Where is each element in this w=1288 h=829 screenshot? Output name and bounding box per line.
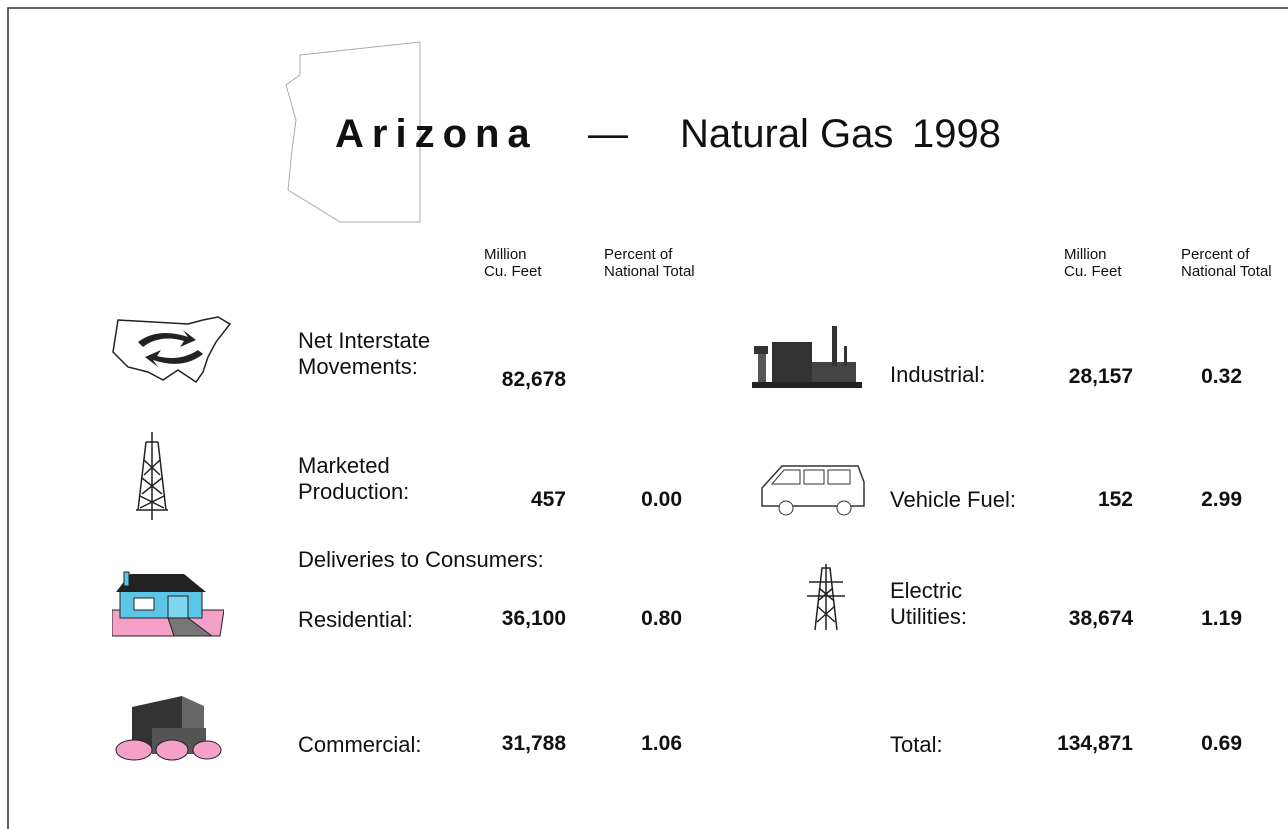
title-year: 1998 [912,112,1001,156]
label-line: Vehicle Fuel: [890,487,1016,512]
volume: 152 [1097,488,1133,511]
title-dash: — [588,112,628,156]
label-line: Electric [890,578,963,603]
label-line: Utilities: [890,604,968,629]
section-label: Deliveries to Consumers: [298,547,544,573]
row-label: Commercial: [298,732,421,758]
label-line: Marketed [298,453,390,478]
header-line: Cu. Feet [1064,263,1122,280]
header-line: National Total [604,263,695,280]
row-label: Electric Utilities: [890,578,967,630]
percent: 1.19 [1201,607,1242,630]
label-line: Deliveries to Consumers: [298,547,544,572]
header: Percent of National Total [604,246,695,280]
row-label: Net Interstate Movements: [298,328,430,380]
volume: 28,157 [1068,365,1133,388]
van-icon [761,465,865,516]
volume: 82,678 [501,368,566,391]
office-icon [115,696,222,761]
row-label: Total: [890,732,943,758]
state-name: Arizona [335,112,538,156]
label-line: Industrial: [890,362,986,387]
percent: 0.00 [641,488,682,511]
label-line: Movements: [298,354,418,379]
label-line: Total: [890,732,943,757]
volume: 38,674 [1068,607,1133,630]
volume: 134,871 [1057,732,1133,755]
header: Percent of National Total [1181,246,1272,280]
pylon-icon [807,564,845,631]
volume: 457 [530,488,566,511]
header-line: Million [1064,246,1107,263]
factory-icon [752,326,862,388]
percent: 0.32 [1201,365,1242,388]
volume: 31,788 [501,732,566,755]
header-line: Percent of [604,246,673,263]
header-line: Cu. Feet [484,263,542,280]
label-line: Production: [298,479,410,504]
label-line: Residential: [298,607,413,632]
row-label: Marketed Production: [298,453,409,505]
header-line: Percent of [1181,246,1250,263]
label-line: Net Interstate [298,328,431,353]
percent: 0.80 [641,607,682,630]
header-line: Million [484,246,527,263]
row-label: Vehicle Fuel: [890,487,1016,513]
row-label: Industrial: [890,362,985,388]
state-outline [285,41,421,223]
title-subject: Natural Gas [680,112,894,156]
header-line: National Total [1181,263,1272,280]
row-label: Residential: [298,607,413,633]
derrick-icon [136,432,168,520]
header: Million Cu. Feet [484,246,542,280]
us-map-icon [112,316,232,384]
percent: 2.99 [1201,488,1242,511]
percent: 0.69 [1201,732,1242,755]
header: Million Cu. Feet [1064,246,1122,280]
label-line: Commercial: [298,732,422,757]
volume: 36,100 [501,607,566,630]
house-icon [112,571,224,637]
percent: 1.06 [641,732,682,755]
